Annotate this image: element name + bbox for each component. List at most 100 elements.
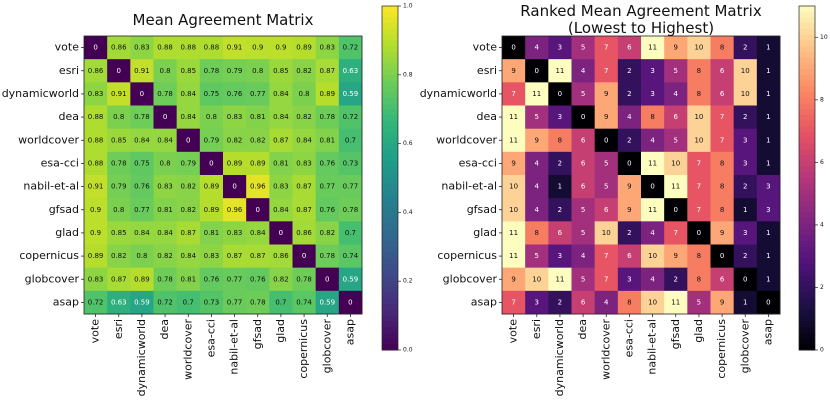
cell-value-label: 0.89	[296, 44, 312, 52]
heatmap-cell	[176, 244, 201, 269]
heatmap-cell	[84, 151, 108, 176]
heatmap-cell	[641, 221, 665, 245]
cell-value-label: 9	[511, 159, 515, 167]
heatmap-cell	[292, 105, 317, 130]
cell-value-label: 0.75	[134, 159, 150, 167]
heatmap-cell	[641, 290, 665, 315]
colorbar-segment	[382, 309, 398, 317]
colorbar-segment	[799, 304, 815, 311]
cell-value-label: 0.82	[227, 136, 243, 144]
heatmap-cell	[315, 244, 340, 269]
cell-value-label: 1	[743, 206, 747, 214]
chart-title: Mean Agreement Matrix	[133, 11, 314, 29]
cell-value-label: 10	[694, 113, 703, 121]
cell-value-label: 0.82	[111, 252, 127, 260]
cell-value-label: 0.84	[250, 229, 266, 237]
cell-value-label: 8	[650, 113, 654, 121]
cell-value-label: 2	[627, 90, 631, 98]
colorbar-segment	[382, 189, 398, 196]
colorbar-segment	[382, 315, 398, 322]
heatmap-cell	[107, 105, 131, 130]
cell-value-label: 0.96	[227, 206, 243, 214]
heatmap-cell	[199, 267, 224, 292]
heatmap-cell	[756, 151, 781, 176]
cell-value-label: 0.78	[296, 275, 312, 283]
cell-value-label: 3	[743, 229, 747, 237]
colorbar-segment	[799, 155, 815, 162]
cell-value-label: 6	[581, 136, 586, 144]
cell-value-label: 0.84	[296, 136, 312, 144]
colorbar-segment	[382, 86, 398, 93]
heatmap-cell	[733, 221, 758, 245]
heatmap-cell	[502, 59, 526, 83]
heatmap-cell	[223, 128, 247, 153]
heatmap-cell	[176, 151, 201, 176]
heatmap-cell	[641, 175, 665, 199]
heatmap-cell	[617, 36, 642, 60]
cell-value-label: 4	[627, 113, 632, 121]
colorbar-tick-label: 8	[820, 96, 824, 103]
cell-value-label: 8	[720, 44, 724, 52]
cell-value-label: 0.72	[157, 298, 173, 306]
heatmap-cell	[107, 244, 131, 269]
heatmap-cell	[571, 221, 596, 245]
heatmap-cell	[199, 290, 224, 315]
colorbar-segment	[382, 6, 398, 13]
heatmap-cell	[292, 221, 317, 245]
cell-value-label: 5	[581, 44, 585, 52]
cell-value-label: 0.91	[134, 67, 150, 75]
heatmap-cell	[338, 151, 363, 176]
colorbar-segment	[382, 57, 398, 64]
chart-title-line-2: (Lowest to Highest)	[568, 19, 714, 37]
cell-value-label: 0	[511, 44, 515, 52]
cell-value-label: 0.88	[88, 113, 104, 121]
heatmap-cell	[664, 105, 688, 130]
colorbar-segment	[382, 109, 398, 116]
heatmap-cell	[664, 290, 688, 315]
cell-value-label: 0.73	[343, 159, 359, 167]
cell-value-label: 0.83	[157, 183, 173, 191]
cell-value-label: 0.87	[250, 252, 266, 260]
cell-value-label: 0.87	[273, 136, 289, 144]
x-tick-label: asap	[343, 319, 356, 345]
heatmap-cell	[338, 128, 363, 153]
y-tick-label: worldcover	[436, 133, 497, 146]
colorbar-segment	[799, 57, 815, 64]
cell-value-label: 5	[604, 183, 608, 191]
cell-value-label: 0.89	[204, 183, 220, 191]
cell-value-label: 0	[232, 183, 236, 191]
cell-value-label: 0.79	[204, 136, 220, 144]
cell-value-label: 5	[581, 90, 585, 98]
heatmap-cell	[130, 221, 154, 245]
cell-value-label: 0.88	[88, 136, 104, 144]
heatmap-cell	[594, 198, 619, 222]
y-tick-label: globcover	[443, 272, 498, 285]
colorbar-segment	[382, 332, 398, 340]
cell-value-label: 11	[555, 275, 564, 283]
colorbar-tick-label: 6	[820, 159, 824, 166]
cell-value-label: 0.78	[157, 275, 173, 283]
cell-value-label: 0.88	[157, 44, 173, 52]
cell-value-label: 5	[581, 229, 585, 237]
cell-value-label: 0.87	[111, 275, 127, 283]
cell-value-label: 0	[325, 275, 329, 283]
cell-value-label: 0.87	[319, 67, 335, 75]
cell-value-label: 0.82	[319, 229, 335, 237]
cell-value-label: 6	[581, 298, 586, 306]
cell-value-label: 2	[627, 67, 631, 75]
cell-value-label: 0.88	[204, 44, 220, 52]
cell-value-label: 0.76	[319, 159, 335, 167]
colorbar-segment	[382, 298, 398, 305]
cell-value-label: 6	[627, 44, 632, 52]
cell-value-label: 0.81	[204, 229, 220, 237]
cell-value-label: 6	[627, 252, 632, 260]
cell-value-label: 0.78	[134, 113, 150, 121]
colorbar-segment	[799, 315, 815, 322]
heatmap-cell	[594, 151, 619, 176]
cell-value-label: 0.78	[111, 159, 127, 167]
cell-value-label: 11	[671, 298, 680, 306]
cell-value-label: 0.83	[134, 44, 150, 52]
y-tick-label: glad	[55, 226, 79, 239]
cell-value-label: 10	[694, 136, 703, 144]
heatmap-cell	[502, 151, 526, 176]
